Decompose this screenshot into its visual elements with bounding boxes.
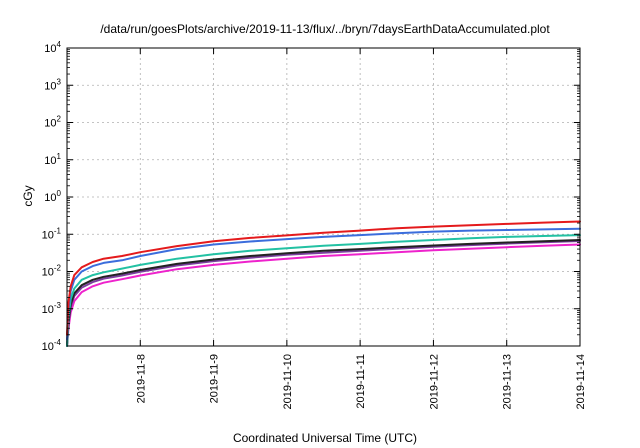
y-tick-label: 10-2 bbox=[42, 264, 62, 279]
y-tick-label: 10-4 bbox=[42, 338, 62, 353]
y-tick-label: 10-3 bbox=[42, 301, 62, 316]
y-tick-label: 101 bbox=[44, 152, 61, 167]
series-line bbox=[66, 240, 581, 347]
x-tick-label: 2019-11-12 bbox=[428, 354, 440, 409]
x-tick-label: 2019-11-13 bbox=[502, 354, 514, 409]
series-line bbox=[66, 220, 581, 336]
x-tick-label: 2019-11-9 bbox=[209, 354, 221, 403]
y-axis-label: cGy bbox=[21, 185, 35, 206]
x-tick-label: 2019-11-8 bbox=[135, 354, 147, 403]
tick-marks bbox=[67, 47, 581, 347]
series-line bbox=[66, 227, 581, 341]
data-series bbox=[66, 220, 581, 347]
y-tick-label: 102 bbox=[44, 115, 61, 130]
chart-title: /data/run/goesPlots/archive/2019-11-13/f… bbox=[100, 22, 550, 36]
series-line bbox=[66, 234, 581, 347]
series-line bbox=[66, 239, 581, 347]
y-tick-label: 103 bbox=[44, 77, 61, 92]
x-axis-label: Coordinated Universal Time (UTC) bbox=[233, 431, 417, 445]
y-tick-label: 10-1 bbox=[42, 226, 62, 241]
series-line bbox=[66, 243, 581, 347]
grid-lines bbox=[67, 48, 580, 346]
y-tick-labels: 10-4 10-3 10-2 10-1 100 101 102 103 104 bbox=[42, 40, 62, 353]
y-tick-label: 104 bbox=[44, 40, 61, 55]
y-tick-label: 100 bbox=[44, 189, 61, 204]
x-tick-label: 2019-11-14 bbox=[575, 354, 587, 409]
x-tick-label: 2019-11-11 bbox=[355, 354, 367, 409]
x-tick-labels: 2019-11-8 2019-11-9 2019-11-10 2019-11-11 20… bbox=[135, 354, 587, 409]
x-tick-label: 2019-11-10 bbox=[282, 354, 294, 409]
